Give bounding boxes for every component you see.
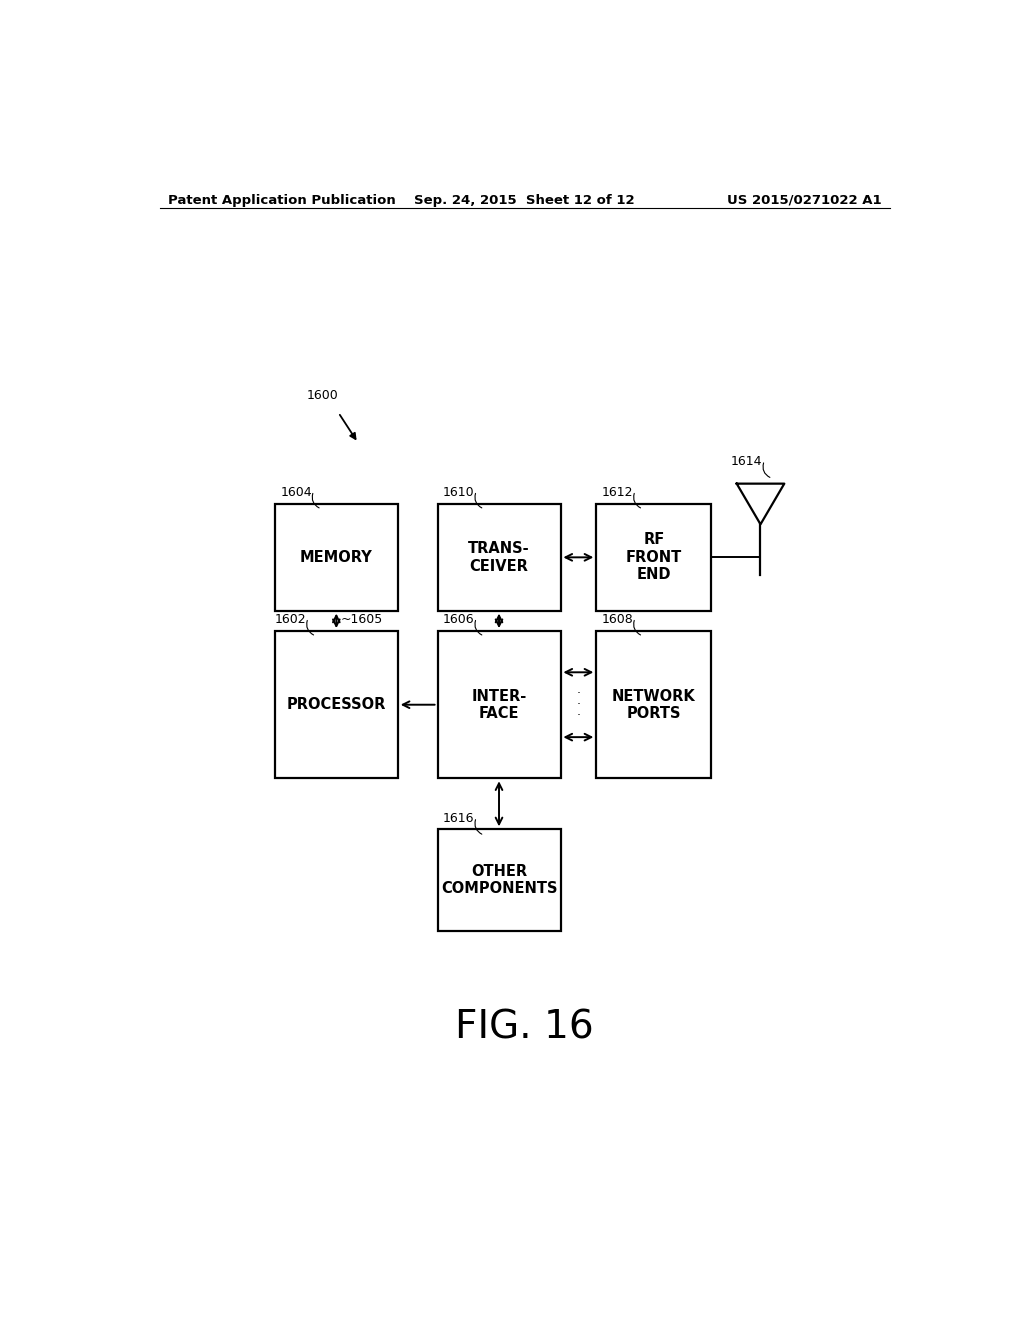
Text: INTER-
FACE: INTER- FACE <box>471 689 526 721</box>
Bar <box>274 504 397 611</box>
Text: NETWORK
PORTS: NETWORK PORTS <box>612 689 695 721</box>
Text: FIG. 16: FIG. 16 <box>456 1008 594 1047</box>
Text: ~1605: ~1605 <box>341 612 383 626</box>
Bar <box>437 504 560 611</box>
Text: 1616: 1616 <box>443 812 474 825</box>
Text: 1606: 1606 <box>443 612 475 626</box>
Text: 1604: 1604 <box>281 486 312 499</box>
Text: 1608: 1608 <box>602 612 634 626</box>
Text: US 2015/0271022 A1: US 2015/0271022 A1 <box>727 194 882 207</box>
Text: ·
·
·: · · · <box>577 688 581 722</box>
Text: 1602: 1602 <box>274 612 306 626</box>
Text: Sep. 24, 2015  Sheet 12 of 12: Sep. 24, 2015 Sheet 12 of 12 <box>415 194 635 207</box>
Bar <box>437 829 560 931</box>
Text: PROCESSOR: PROCESSOR <box>287 697 386 713</box>
Text: OTHER
COMPONENTS: OTHER COMPONENTS <box>440 863 557 896</box>
Bar <box>596 504 712 611</box>
Text: 1612: 1612 <box>602 486 633 499</box>
Bar <box>274 631 397 779</box>
Text: Patent Application Publication: Patent Application Publication <box>168 194 395 207</box>
Text: 1610: 1610 <box>443 486 475 499</box>
Text: RF
FRONT
END: RF FRONT END <box>626 532 682 582</box>
Bar <box>596 631 712 779</box>
Text: MEMORY: MEMORY <box>300 550 373 565</box>
Text: 1614: 1614 <box>731 455 763 469</box>
Text: TRANS-
CEIVER: TRANS- CEIVER <box>468 541 529 573</box>
Bar <box>437 631 560 779</box>
Text: 1600: 1600 <box>306 389 338 403</box>
